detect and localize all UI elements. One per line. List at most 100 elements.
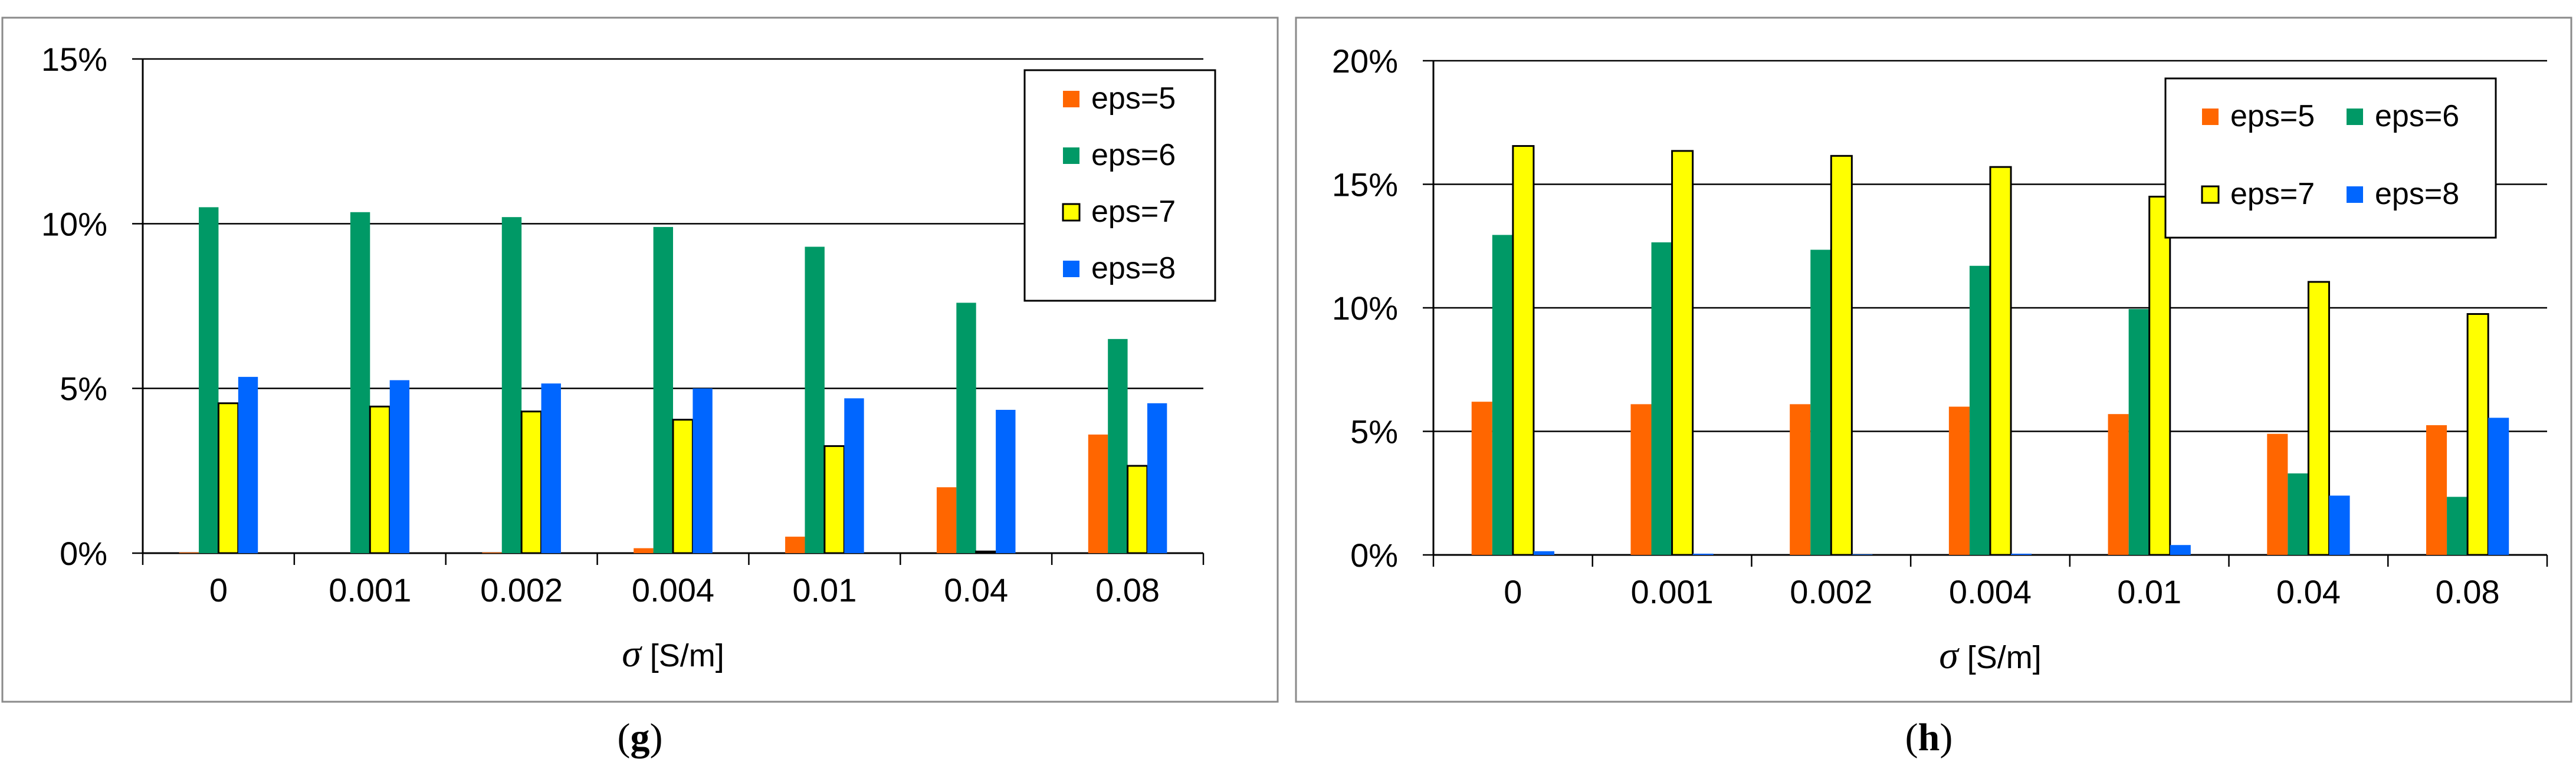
bar-eps-8-0.01 bbox=[844, 398, 864, 553]
bar-eps-7-0.004 bbox=[1989, 166, 2012, 556]
panel-label-close: ) bbox=[1940, 716, 1952, 759]
bar-eps-5-0.04 bbox=[936, 487, 957, 553]
bar-eps-6-0.08 bbox=[2447, 497, 2468, 555]
bar-eps-7-0.01 bbox=[823, 445, 845, 554]
bar-eps-7-0 bbox=[1512, 145, 1535, 556]
bar-eps-7-0.01 bbox=[2148, 195, 2171, 556]
bar-eps-8-0.001 bbox=[389, 380, 410, 553]
sigma-symbol: σ bbox=[622, 632, 642, 675]
bar-eps-8-0.002 bbox=[541, 383, 561, 553]
y-tick-label: 0% bbox=[60, 535, 107, 572]
bar-eps-7-0.004 bbox=[672, 419, 694, 554]
bar-eps-5-0.08 bbox=[2426, 425, 2447, 555]
bar-eps-5-0.004 bbox=[1948, 406, 1970, 555]
y-tick-label: 10% bbox=[41, 205, 107, 242]
bar-eps-7-0.001 bbox=[1671, 150, 1694, 556]
bar-eps-6-0.04 bbox=[956, 303, 976, 553]
bar-eps-6-0.001 bbox=[1651, 242, 1672, 556]
legend-label: eps=5 bbox=[1091, 81, 1176, 116]
bar-eps-8-0.04 bbox=[2329, 495, 2350, 555]
bar-eps-5-0.001 bbox=[1630, 404, 1652, 555]
y-tick-label: 0% bbox=[1350, 537, 1398, 574]
x-axis-unit: [S/m] bbox=[1958, 640, 2042, 675]
panel-label-letter: g bbox=[631, 716, 650, 759]
x-tick-label: 0.004 bbox=[1949, 573, 2032, 610]
bar-eps-6-0.01 bbox=[2128, 309, 2150, 555]
bar-eps-8-0 bbox=[238, 377, 258, 553]
legend-swatch bbox=[1062, 203, 1081, 222]
x-tick-label: 0.04 bbox=[944, 571, 1008, 609]
panel-label-open: ( bbox=[1905, 716, 1918, 759]
bar-eps-7-0.002 bbox=[520, 410, 543, 554]
bar-eps-7-0.002 bbox=[1830, 155, 1853, 556]
legend-swatch bbox=[1063, 147, 1079, 164]
legend-swatch bbox=[2347, 109, 2363, 125]
bar-eps-5-0.004 bbox=[634, 548, 654, 553]
y-tick-label: 15% bbox=[1332, 166, 1398, 203]
legend-swatch bbox=[2201, 185, 2220, 204]
bar-eps-6-0.004 bbox=[1969, 265, 1990, 555]
x-tick-label: 0.08 bbox=[1095, 571, 1160, 609]
chart-h: 0% 5% 10% 15% 20% 0 0.001 0.002 0.004 0.01 0.04 0.0… bbox=[1295, 17, 2572, 759]
bar-eps-6-0.001 bbox=[350, 212, 370, 553]
bar-eps-5-0.01 bbox=[785, 537, 805, 553]
bar-eps-6-0 bbox=[199, 207, 219, 553]
bar-eps-6-0.01 bbox=[805, 246, 825, 553]
x-tick-label: 0 bbox=[209, 571, 228, 609]
bar-eps-6-0.04 bbox=[2288, 473, 2309, 555]
legend-box bbox=[2164, 77, 2497, 239]
bar-eps-7-0 bbox=[217, 402, 239, 554]
x-axis-unit: [S/m] bbox=[641, 638, 724, 673]
bar-eps-7-0.04 bbox=[975, 550, 997, 554]
bar-eps-6-0.08 bbox=[1108, 338, 1128, 553]
legend-box bbox=[1023, 69, 1216, 302]
chart-g: 0% 5% 10% 15% 0 0.001 0.002 0.004 0.01 0.04 0.08 σ … bbox=[1, 17, 1279, 759]
x-axis-label: σ [S/m] bbox=[622, 632, 724, 675]
bar-eps-5-0.002 bbox=[1790, 404, 1811, 555]
bar-eps-7-0.08 bbox=[1127, 465, 1148, 554]
x-tick-label: 0.01 bbox=[792, 571, 857, 609]
bar-eps-7-0.08 bbox=[2466, 313, 2489, 556]
panel-label: (g) bbox=[618, 716, 663, 759]
bar-eps-6-0.004 bbox=[653, 226, 673, 553]
bar-eps-8-0 bbox=[1533, 551, 1554, 555]
bar-eps-5-0.01 bbox=[2108, 414, 2129, 555]
x-tick-label: 0.002 bbox=[480, 571, 563, 609]
sigma-symbol: σ bbox=[1939, 634, 1960, 677]
legend-label: eps=5 bbox=[2230, 99, 2315, 133]
x-tick-label: 0 bbox=[1504, 573, 1522, 610]
legend-swatch bbox=[2347, 186, 2363, 203]
bar-eps-8-0.01 bbox=[2170, 545, 2191, 555]
bar-eps-8-0.04 bbox=[996, 409, 1016, 553]
x-tick-label: 0.01 bbox=[2117, 573, 2181, 610]
x-tick-label: 0.001 bbox=[329, 571, 411, 609]
bar-eps-7-0.04 bbox=[2307, 281, 2330, 556]
panel-label-letter: h bbox=[1918, 716, 1940, 759]
bar-eps-8-0.001 bbox=[1692, 553, 1714, 555]
x-axis-label: σ [S/m] bbox=[1939, 634, 2042, 677]
y-tick-label: 15% bbox=[41, 41, 107, 78]
bar-eps-6-0.002 bbox=[501, 217, 522, 553]
legend-swatch bbox=[2202, 109, 2219, 125]
bar-eps-8-0.004 bbox=[2011, 553, 2032, 555]
legend-label: eps=8 bbox=[1091, 251, 1176, 285]
bar-eps-6-0.002 bbox=[1810, 249, 1832, 555]
x-tick-label: 0.004 bbox=[632, 571, 714, 609]
x-tick-label: 0.04 bbox=[2276, 573, 2341, 610]
bar-eps-7-0.001 bbox=[369, 405, 391, 554]
y-tick-label: 20% bbox=[1332, 42, 1398, 80]
bar-eps-5-0.04 bbox=[2267, 433, 2288, 555]
legend-label: eps=7 bbox=[1091, 195, 1176, 229]
x-tick-label: 0.002 bbox=[1790, 573, 1872, 610]
panel-label: (h) bbox=[1905, 716, 1953, 759]
legend-label: eps=6 bbox=[2375, 99, 2459, 133]
y-tick-label: 10% bbox=[1332, 290, 1398, 327]
x-tick-label: 0.08 bbox=[2436, 573, 2500, 610]
x-tick-label: 0.001 bbox=[1631, 573, 1714, 610]
legend-swatch bbox=[1063, 91, 1079, 107]
y-tick-label: 5% bbox=[1350, 413, 1398, 451]
bar-eps-6-0 bbox=[1492, 235, 1513, 555]
y-tick-label: 5% bbox=[60, 370, 107, 407]
legend-swatch bbox=[1063, 261, 1079, 277]
